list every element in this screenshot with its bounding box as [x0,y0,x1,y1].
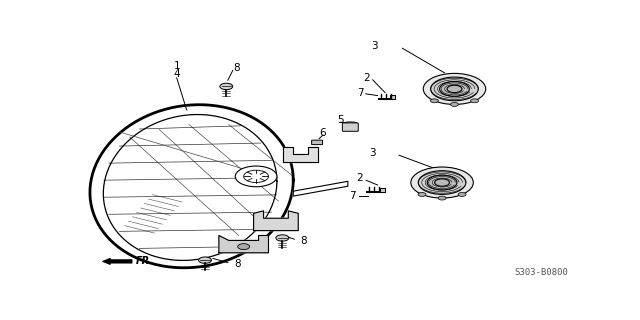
Text: 8: 8 [233,63,239,73]
Polygon shape [366,188,385,192]
Polygon shape [378,95,395,99]
Circle shape [237,244,250,250]
Circle shape [423,73,486,104]
Text: 3: 3 [369,148,376,158]
Circle shape [276,235,289,241]
Circle shape [447,85,462,92]
Text: 7: 7 [357,88,364,98]
Polygon shape [253,211,298,231]
Circle shape [440,82,469,96]
Text: 3: 3 [371,41,378,51]
Polygon shape [102,258,132,265]
Text: 2: 2 [356,173,363,183]
Polygon shape [284,147,318,162]
Circle shape [428,175,457,190]
Polygon shape [293,181,348,196]
Text: 5: 5 [337,115,344,125]
Circle shape [451,102,458,107]
Text: 2: 2 [364,73,370,83]
Polygon shape [219,236,269,253]
Polygon shape [103,115,277,260]
Text: 7: 7 [349,191,356,201]
Circle shape [438,196,446,200]
Polygon shape [90,105,293,268]
Circle shape [236,166,277,187]
Circle shape [458,192,466,196]
Text: 8: 8 [300,236,307,246]
Circle shape [411,167,474,198]
Circle shape [435,179,449,186]
Text: 6: 6 [320,128,326,138]
Circle shape [220,83,233,90]
Circle shape [419,171,466,194]
Text: 1: 1 [173,60,180,70]
FancyBboxPatch shape [312,140,323,145]
Circle shape [198,257,211,263]
Circle shape [431,99,438,103]
Ellipse shape [344,122,357,125]
Circle shape [431,77,478,101]
Circle shape [470,99,479,103]
Text: 8: 8 [234,259,241,269]
Circle shape [418,192,426,196]
Text: FR.: FR. [136,256,154,266]
Text: 4: 4 [173,69,180,79]
FancyBboxPatch shape [342,123,358,131]
Text: S303-B0800: S303-B0800 [515,268,568,277]
